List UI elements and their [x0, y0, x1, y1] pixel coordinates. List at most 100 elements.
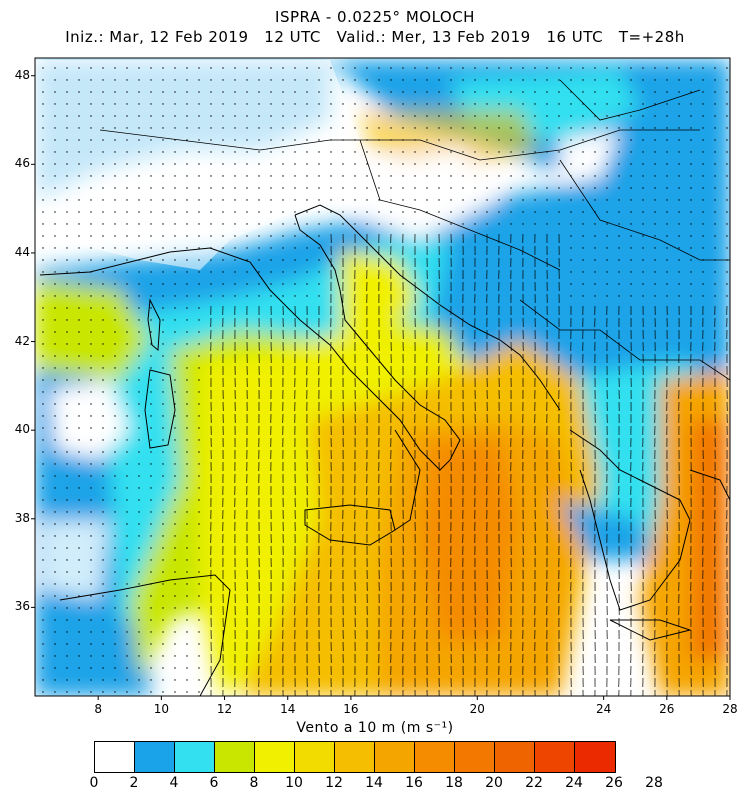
calm-dot — [138, 391, 140, 393]
calm-dot — [342, 223, 344, 225]
calm-dot — [66, 103, 68, 105]
calm-dot — [162, 547, 164, 549]
calm-dot — [90, 571, 92, 573]
calm-dot — [426, 163, 428, 165]
calm-dot — [558, 211, 560, 213]
calm-dot — [234, 175, 236, 177]
calm-dot — [198, 583, 200, 585]
calm-dot — [630, 79, 632, 81]
calm-dot — [474, 79, 476, 81]
calm-dot — [486, 103, 488, 105]
calm-dot — [42, 367, 44, 369]
calm-dot — [618, 187, 620, 189]
calm-dot — [186, 667, 188, 669]
calm-dot — [126, 259, 128, 261]
calm-dot — [138, 403, 140, 405]
calm-dot — [258, 223, 260, 225]
calm-dot — [474, 223, 476, 225]
calm-dot — [42, 187, 44, 189]
calm-dot — [570, 283, 572, 285]
calm-dot — [594, 223, 596, 225]
calm-dot — [78, 655, 80, 657]
calm-dot — [78, 559, 80, 561]
calm-dot — [726, 103, 728, 105]
calm-dot — [462, 115, 464, 117]
calm-dot — [210, 151, 212, 153]
calm-dot — [54, 595, 56, 597]
calm-dot — [678, 175, 680, 177]
calm-dot — [186, 259, 188, 261]
calm-dot — [78, 175, 80, 177]
calm-dot — [282, 115, 284, 117]
calm-dot — [438, 79, 440, 81]
calm-dot — [42, 235, 44, 237]
calm-dot — [534, 199, 536, 201]
calm-dot — [150, 643, 152, 645]
calm-dot — [66, 367, 68, 369]
calm-dot — [174, 283, 176, 285]
calm-dot — [54, 619, 56, 621]
calm-dot — [78, 67, 80, 69]
colorbar-swatch — [135, 742, 175, 772]
calm-dot — [162, 139, 164, 141]
calm-dot — [162, 583, 164, 585]
calm-dot — [246, 247, 248, 249]
calm-dot — [186, 547, 188, 549]
calm-dot — [42, 223, 44, 225]
calm-dot — [330, 139, 332, 141]
calm-dot — [306, 211, 308, 213]
colorbar-swatch — [415, 742, 455, 772]
calm-dot — [498, 175, 500, 177]
calm-dot — [90, 595, 92, 597]
calm-dot — [654, 103, 656, 105]
calm-dot — [102, 679, 104, 681]
calm-dot — [462, 211, 464, 213]
calm-dot — [222, 271, 224, 273]
calm-dot — [150, 127, 152, 129]
calm-dot — [606, 235, 608, 237]
calm-dot — [354, 151, 356, 153]
calm-dot — [306, 295, 308, 297]
calm-dot — [198, 115, 200, 117]
calm-dot — [66, 511, 68, 513]
calm-dot — [726, 127, 728, 129]
calm-dot — [126, 643, 128, 645]
calm-dot — [630, 211, 632, 213]
calm-dot — [90, 235, 92, 237]
calm-dot — [126, 547, 128, 549]
calm-dot — [162, 439, 164, 441]
calm-dot — [342, 199, 344, 201]
calm-dot — [654, 211, 656, 213]
calm-dot — [606, 163, 608, 165]
calm-dot — [402, 199, 404, 201]
calm-dot — [162, 295, 164, 297]
calm-dot — [162, 691, 164, 693]
calm-dot — [54, 223, 56, 225]
calm-dot — [150, 187, 152, 189]
calm-dot — [234, 115, 236, 117]
calm-dot — [426, 199, 428, 201]
calm-dot — [126, 223, 128, 225]
colorbar-tick-label: 0 — [89, 775, 99, 791]
calm-dot — [114, 319, 116, 321]
calm-dot — [462, 67, 464, 69]
calm-dot — [114, 283, 116, 285]
calm-dot — [594, 151, 596, 153]
calm-dot — [90, 403, 92, 405]
colorbar-tick-label: 4 — [169, 775, 179, 791]
calm-dot — [42, 511, 44, 513]
calm-dot — [210, 163, 212, 165]
calm-dot — [630, 187, 632, 189]
calm-dot — [66, 379, 68, 381]
calm-dot — [606, 139, 608, 141]
calm-dot — [474, 127, 476, 129]
calm-dot — [150, 463, 152, 465]
calm-dot — [462, 103, 464, 105]
calm-dot — [630, 67, 632, 69]
calm-dot — [198, 79, 200, 81]
calm-dot — [294, 223, 296, 225]
colorbar-swatch — [575, 742, 615, 772]
calm-dot — [450, 127, 452, 129]
calm-dot — [318, 271, 320, 273]
calm-dot — [54, 355, 56, 357]
